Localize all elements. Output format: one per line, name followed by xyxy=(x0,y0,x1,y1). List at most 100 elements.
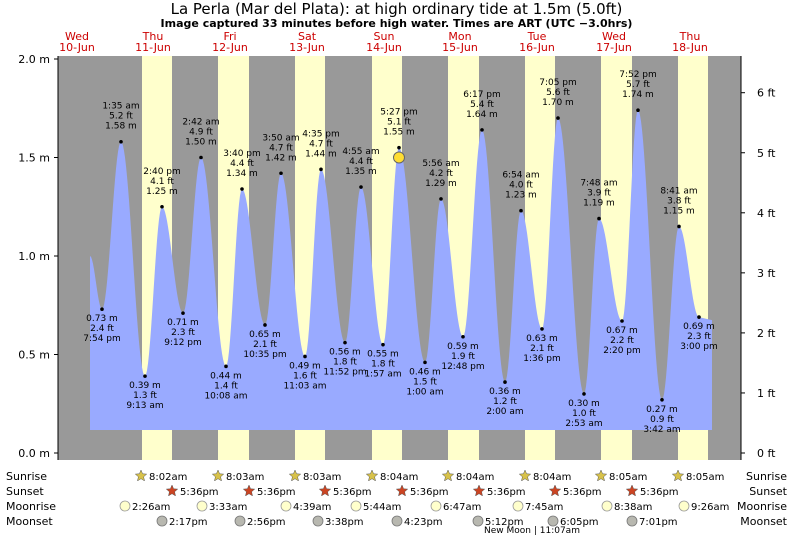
tide-point xyxy=(439,197,443,201)
sunset-time: 5:36pm xyxy=(180,487,219,498)
moonset-time: 2:17pm xyxy=(169,517,208,528)
tide-point xyxy=(519,208,523,213)
sunset-time: 5:36pm xyxy=(410,487,449,498)
sunset-icon xyxy=(165,484,179,497)
day-name: Thu xyxy=(142,30,164,43)
moonrise-icon xyxy=(430,500,442,512)
moonrise-icon xyxy=(350,500,362,512)
low-tide-time: 11:03 am xyxy=(283,381,326,391)
low-tide-time: 3:00 pm xyxy=(680,342,718,352)
sunrise-icon xyxy=(518,469,532,482)
high-tide-m: 1.44 m xyxy=(305,149,337,159)
right-axis-label: 4 ft xyxy=(757,207,776,220)
tide-point xyxy=(100,307,104,311)
low-tide-ft: 2.1 ft xyxy=(530,344,554,354)
tide-point xyxy=(540,327,544,331)
sunrise-icon xyxy=(134,469,148,482)
high-tide-time: 2:42 am xyxy=(182,118,219,128)
moonrise-time: 2:26am xyxy=(132,502,170,513)
high-tide-m: 1.35 m xyxy=(345,167,377,177)
sunrise-time: 8:04am xyxy=(533,472,571,483)
moonrise-icon xyxy=(280,500,292,512)
low-tide-m: 0.71 m xyxy=(167,318,199,328)
low-tide-m: 0.44 m xyxy=(210,371,242,381)
low-tide-time: 12:48 pm xyxy=(441,362,484,372)
sunrise-icon xyxy=(671,469,685,482)
low-tide-ft: 1.4 ft xyxy=(214,381,238,391)
tide-point xyxy=(597,216,601,221)
high-tide-time: 4:55 am xyxy=(342,147,379,157)
high-tide-ft: 4.4 ft xyxy=(349,157,373,167)
right-axis-label: 2 ft xyxy=(757,327,776,340)
moonset-time: 6:05pm xyxy=(560,517,599,528)
right-axis-label: 5 ft xyxy=(757,147,776,160)
low-tide-m: 0.46 m xyxy=(409,367,441,377)
day-date: 13-Jun xyxy=(289,41,325,54)
high-tide-time: 7:05 pm xyxy=(539,78,577,88)
left-axis-label: 0.0 m xyxy=(18,447,50,460)
tide-point xyxy=(381,342,385,347)
tide-point xyxy=(240,187,244,191)
tide-point xyxy=(279,171,283,176)
high-tide-m: 1.74 m xyxy=(622,90,654,100)
row-label-right: Sunset xyxy=(749,485,787,498)
moonset-time: 3:38pm xyxy=(325,517,364,528)
low-tide-time: 2:53 am xyxy=(565,419,602,429)
day-name: Wed xyxy=(602,30,626,43)
low-tide-ft: 1.3 ft xyxy=(133,391,157,401)
high-tide-time: 2:40 pm xyxy=(143,167,181,177)
tide-area xyxy=(90,110,712,430)
high-tide-ft: 4.9 ft xyxy=(189,128,213,138)
high-tide-ft: 5.7 ft xyxy=(626,80,650,90)
low-tide-ft: 1.8 ft xyxy=(333,358,357,368)
low-tide-ft: 1.2 ft xyxy=(493,397,517,407)
day-date: 18-Jun xyxy=(672,41,708,54)
chart-title: La Perla (Mar del Plata): at high ordina… xyxy=(170,0,623,18)
moonset-icon xyxy=(312,515,324,527)
low-tide-m: 0.65 m xyxy=(249,330,281,340)
high-tide-ft: 4.1 ft xyxy=(150,177,174,187)
moonset-icon xyxy=(156,515,168,527)
day-date: 15-Jun xyxy=(442,41,478,54)
high-tide-m: 1.42 m xyxy=(265,153,297,163)
low-tide-m: 0.56 m xyxy=(329,348,361,358)
sunset-time: 5:36pm xyxy=(563,487,602,498)
moonset-time: 7:01pm xyxy=(639,517,678,528)
high-tide-time: 3:50 am xyxy=(262,133,299,143)
low-tide-ft: 1.0 ft xyxy=(572,409,596,419)
sunrise-time: 8:05am xyxy=(609,472,647,483)
high-tide-ft: 3.8 ft xyxy=(667,196,691,206)
high-tide-m: 1.64 m xyxy=(466,110,498,120)
left-axis-label: 2.0 m xyxy=(18,53,50,66)
low-tide-time: 1:57 am xyxy=(364,370,401,380)
low-tide-ft: 1.8 ft xyxy=(371,360,395,370)
low-tide-m: 0.55 m xyxy=(367,350,399,360)
tide-point xyxy=(660,398,664,402)
high-tide-ft: 3.9 ft xyxy=(587,189,611,199)
row-label-right: Moonrise xyxy=(737,500,787,513)
high-tide-m: 1.29 m xyxy=(425,179,457,189)
low-tide-ft: 0.9 ft xyxy=(650,415,674,425)
high-tide-ft: 4.2 ft xyxy=(429,169,453,179)
moonset-time: 2:56pm xyxy=(247,517,286,528)
sunrise-time: 8:04am xyxy=(456,472,494,483)
moonrise-icon xyxy=(512,500,524,512)
sunrise-icon xyxy=(288,469,302,482)
sunset-icon xyxy=(395,484,409,497)
high-tide-m: 1.50 m xyxy=(185,138,217,148)
sunset-icon xyxy=(625,484,639,497)
moonset-icon xyxy=(234,515,246,527)
day-date: 11-Jun xyxy=(135,41,171,54)
day-name: Tue xyxy=(527,30,547,43)
sunrise-time: 8:05am xyxy=(686,472,724,483)
high-tide-m: 1.58 m xyxy=(105,122,137,132)
row-label-left: Sunset xyxy=(6,485,44,498)
high-tide-ft: 5.2 ft xyxy=(109,112,133,122)
high-tide-time: 6:54 am xyxy=(502,171,539,181)
tide-point xyxy=(461,334,465,339)
low-tide-time: 10:35 pm xyxy=(243,350,286,360)
low-tide-ft: 2.2 ft xyxy=(610,336,634,346)
tide-point xyxy=(636,108,640,113)
sunset-time: 5:36pm xyxy=(640,487,679,498)
